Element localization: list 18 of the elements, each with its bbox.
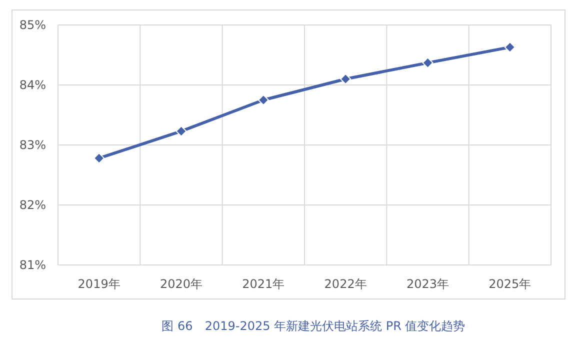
y-tick-label: 84% [19, 78, 46, 92]
x-tick-label: 2019年 [78, 277, 120, 291]
x-tick-label: 2025年 [488, 277, 532, 291]
point [94, 152, 105, 164]
x-tick-label: 2020年 [160, 277, 203, 291]
point [176, 126, 187, 137]
y-tick-label: 85% [19, 18, 46, 32]
point [504, 42, 516, 53]
x-tick-label: 2022年 [324, 277, 367, 291]
x-tick-label: 2021年 [242, 277, 285, 291]
point [422, 57, 434, 68]
caption: 图 66 2019-2025 年新建光伏电站系统 PR 值变化趋势 [162, 319, 466, 333]
point [340, 74, 352, 84]
y-tick-label: 83% [19, 138, 46, 152]
point [258, 94, 269, 106]
y-tick-label: 82% [19, 198, 46, 212]
x-tick-label: 2023年 [406, 277, 450, 291]
y-tick-label: 81% [19, 258, 46, 272]
